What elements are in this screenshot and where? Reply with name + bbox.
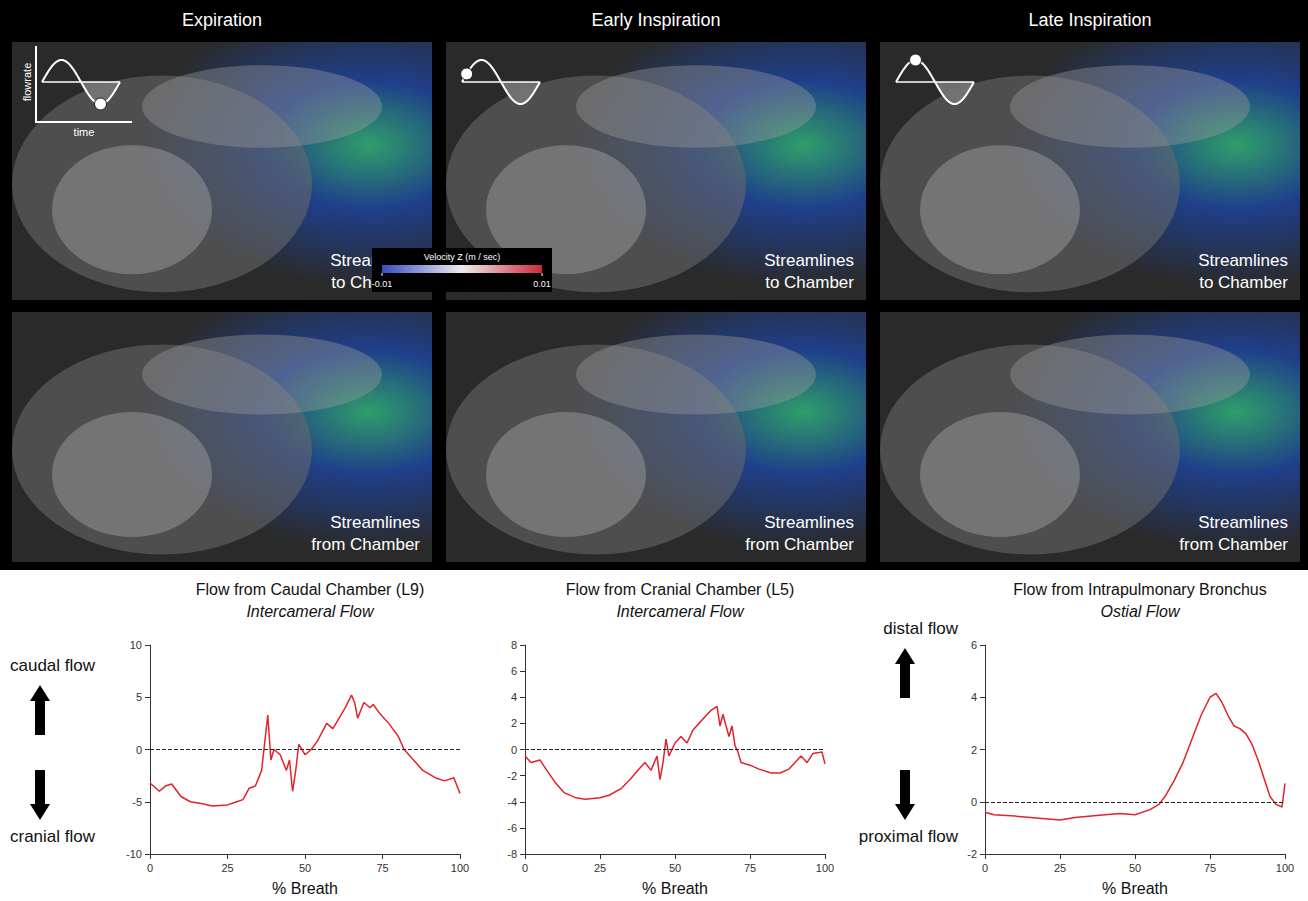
svg-text:-4: -4 [507, 796, 517, 808]
svg-text:from Chamber: from Chamber [1179, 535, 1288, 554]
svg-text:-10: -10 [126, 848, 142, 860]
svg-text:-2: -2 [507, 770, 517, 782]
svg-text:Flow from Caudal Chamber (L9): Flow from Caudal Chamber (L9) [196, 581, 425, 598]
svg-text:distal flow: distal flow [883, 619, 958, 638]
svg-text:-6: -6 [507, 822, 517, 834]
svg-text:0: 0 [147, 862, 153, 874]
svg-text:10: 10 [130, 639, 142, 651]
svg-text:to Chamber: to Chamber [1199, 273, 1288, 292]
svg-text:Streamlines: Streamlines [330, 513, 420, 532]
svg-text:cranial flow: cranial flow [10, 827, 96, 846]
svg-text:to Chamber: to Chamber [765, 273, 854, 292]
svg-text:50: 50 [1129, 862, 1141, 874]
svg-text:caudal flow: caudal flow [10, 656, 96, 675]
svg-text:from Chamber: from Chamber [745, 535, 854, 554]
svg-text:Streamlines: Streamlines [1198, 251, 1288, 270]
svg-text:2: 2 [971, 744, 977, 756]
svg-text:0: 0 [971, 796, 977, 808]
svg-text:from Chamber: from Chamber [311, 535, 420, 554]
svg-text:-8: -8 [507, 848, 517, 860]
svg-text:Intercameral Flow: Intercameral Flow [616, 603, 745, 620]
svg-text:time: time [74, 126, 95, 138]
svg-text:100: 100 [451, 862, 469, 874]
svg-text:4: 4 [511, 691, 517, 703]
svg-text:0: 0 [136, 744, 142, 756]
svg-text:flowrate: flowrate [21, 63, 33, 102]
svg-text:2: 2 [511, 717, 517, 729]
svg-text:-0.01: -0.01 [372, 279, 393, 289]
svg-text:Late Inspiration: Late Inspiration [1028, 10, 1151, 30]
svg-text:25: 25 [594, 862, 606, 874]
svg-text:Ostial Flow: Ostial Flow [1100, 603, 1181, 620]
svg-text:0: 0 [511, 744, 517, 756]
svg-text:Expiration: Expiration [182, 10, 262, 30]
svg-text:% Breath: % Breath [1102, 880, 1168, 897]
svg-text:75: 75 [1204, 862, 1216, 874]
svg-text:% Breath: % Breath [272, 880, 338, 897]
svg-text:25: 25 [1054, 862, 1066, 874]
svg-text:Velocity Z (m / sec): Velocity Z (m / sec) [424, 252, 501, 262]
svg-text:0: 0 [982, 862, 988, 874]
svg-text:50: 50 [299, 862, 311, 874]
svg-text:6: 6 [971, 639, 977, 651]
svg-text:-5: -5 [132, 796, 142, 808]
svg-text:100: 100 [816, 862, 834, 874]
svg-text:-2: -2 [967, 848, 977, 860]
svg-text:Flow from Cranial Chamber (L5): Flow from Cranial Chamber (L5) [566, 581, 795, 598]
svg-text:75: 75 [744, 862, 756, 874]
svg-text:6: 6 [511, 665, 517, 677]
svg-text:Streamlines: Streamlines [764, 251, 854, 270]
svg-text:proximal flow: proximal flow [859, 827, 959, 846]
svg-text:0: 0 [522, 862, 528, 874]
svg-text:100: 100 [1276, 862, 1294, 874]
svg-text:0.01: 0.01 [533, 279, 551, 289]
svg-text:5: 5 [136, 691, 142, 703]
svg-text:8: 8 [511, 639, 517, 651]
svg-text:% Breath: % Breath [642, 880, 708, 897]
svg-text:Flow from Intrapulmonary Bronc: Flow from Intrapulmonary Bronchus [1013, 581, 1266, 598]
svg-text:Intercameral Flow: Intercameral Flow [246, 603, 375, 620]
svg-text:Streamlines: Streamlines [764, 513, 854, 532]
svg-text:75: 75 [376, 862, 388, 874]
svg-text:Early Inspiration: Early Inspiration [591, 10, 720, 30]
svg-text:25: 25 [221, 862, 233, 874]
svg-text:4: 4 [971, 691, 977, 703]
svg-text:Streamlines: Streamlines [1198, 513, 1288, 532]
svg-text:50: 50 [669, 862, 681, 874]
